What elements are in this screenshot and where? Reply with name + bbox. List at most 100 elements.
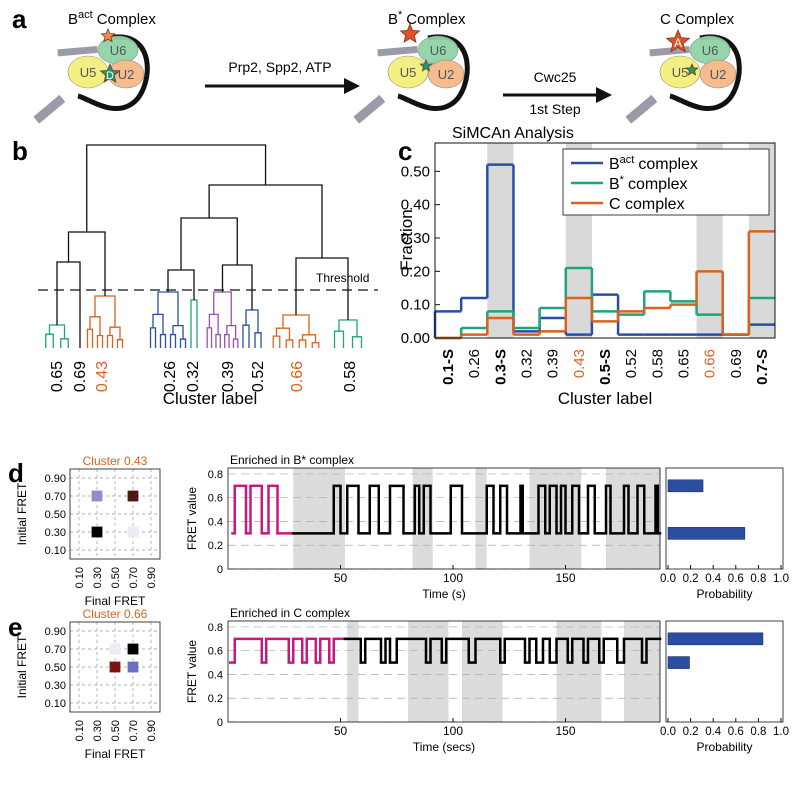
y-tick-label: 0.90 [45,473,66,485]
y-tick-label: 0.10 [45,698,66,710]
subunit-label: U2 [438,67,455,82]
complex-sup: * [398,9,403,21]
x-tick-label: 0.0 [660,573,676,585]
panel-label: d [8,458,24,488]
cluster-label: 0.52 [250,361,267,392]
legend-sup: act [620,154,635,166]
plot-frame [665,620,784,723]
x-tick-label: 0.4 [705,573,722,585]
panel-label: c [398,136,412,166]
x-tick-label: 0.90 [146,720,158,741]
subunit-label: U6 [110,43,127,58]
x-tick-label: 0.52 [623,349,640,378]
x-tick-label: 0.30 [92,567,104,588]
dendrogram-branch [180,217,238,270]
marker-star [419,58,433,72]
bar [667,527,746,540]
cluster-label: 0.65 [49,361,66,392]
plot-frame [69,468,161,560]
dendrogram-branch [232,338,239,345]
x-axis-label: Final FRET [85,747,146,761]
dendrogram-branch [60,338,69,345]
y-tick-label: 0.2 [208,693,223,705]
y-axis-label: FRET value [185,640,199,703]
x-tick-label: 1.0 [773,726,789,738]
dendrogram-branch [226,324,237,340]
dendrogram-branch [338,319,358,337]
marker-star [685,62,699,76]
dendrogram-branch [221,264,253,310]
y-tick-label: 0.30 [401,230,430,247]
dendrogram-branch [282,314,310,335]
shaded-region [475,468,487,569]
plot-frame [665,467,784,570]
x-tick-label: 0.0 [660,726,676,738]
subunit [427,59,465,89]
y-axis-label: FRET value [185,487,199,550]
x-tick-label: 0.43 [571,349,588,378]
x-axis-label: Cluster label [163,389,258,408]
x-tick-label: 150 [555,571,575,585]
y-tick-label: 0 [217,564,223,576]
marker-star [665,28,691,53]
complex-tail: Complex [406,11,466,28]
dendrogram-branch [48,324,66,339]
step-label: Prp2, Spp2, ATP [228,59,331,75]
y-tick-label: 0.10 [401,297,430,314]
heatmap-cell [127,661,139,673]
rna-bar [57,45,98,57]
dendrogram-branch [275,327,291,341]
subunit-label: U6 [430,43,447,58]
y-tick-label: 0.2 [208,540,223,552]
rna-strand [397,34,470,111]
chart-title: Enriched in C complex [230,606,350,620]
x-tick-label: 0.69 [728,349,745,378]
x-tick-label: 0.8 [750,726,766,738]
complex-tail: Complex [97,11,157,28]
marker-label: A [674,36,682,50]
marker-star [100,27,116,43]
dendrogram-branch [215,333,221,343]
y-tick-label: 0.00 [401,330,430,347]
dendrogram-branch [109,326,121,340]
subunit [699,59,737,89]
marker-label: D [106,70,114,82]
shaded-region [408,621,449,722]
x-tick-label: 0.5-S [597,349,614,385]
x-axis-label: Probability [696,587,752,601]
y-tick-label: 0.6 [208,493,223,505]
x-tick-label: 0.3-S [492,349,509,385]
x-tick-label: 0.6 [728,726,744,738]
dendrogram-branch [254,332,262,342]
heatmap-cell [109,643,121,655]
dendrogram-branch [242,324,250,339]
x-axis-label: Probability [696,740,752,754]
dendrogram-branch [106,334,114,344]
dendrogram-branch [333,330,345,342]
threshold-label: Threshold [316,271,369,285]
x-tick-label: 0.1-S [440,349,457,385]
arrow-head [344,78,360,94]
x-axis-label: Time (s) [422,587,466,601]
dendrogram-branch [116,339,124,345]
x-tick-label: 0.30 [92,720,104,741]
arrow-head [596,87,612,103]
cluster-label: 0.32 [185,361,202,392]
shaded-region [347,621,359,722]
complex-sup: act [78,9,93,21]
y-tick-label: 0.20 [401,263,430,280]
dendrogram-branch [45,333,54,343]
cluster-label: 0.58 [342,361,359,392]
y-tick-label: 0.8 [208,622,223,634]
x-tick-label: 0.58 [649,349,666,378]
legend-name: B [609,156,620,173]
y-tick-label: 0.6 [208,646,223,658]
y-axis-label: Fraction [397,209,416,270]
x-tick-label: 0.50 [110,567,122,588]
dendrogram-branch [149,327,157,340]
rna-bar [625,94,658,124]
dendrogram-branch [295,257,349,320]
cluster-label: 0.39 [220,361,237,392]
complex-name: B [388,11,398,28]
